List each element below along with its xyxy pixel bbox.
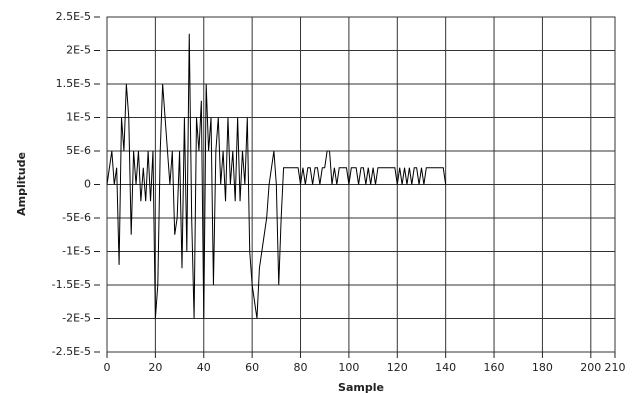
x-tick-label: 60	[245, 361, 259, 374]
x-tick-label: 120	[387, 361, 408, 374]
y-tick-label: 2E-5	[66, 44, 91, 57]
x-tick-label: 160	[484, 361, 505, 374]
y-tick-label: 0	[84, 178, 91, 191]
x-tick-label: 180	[532, 361, 553, 374]
y-tick-label: -5E-6	[62, 211, 91, 224]
x-tick-label: 20	[148, 361, 162, 374]
y-tick-label: -2E-5	[62, 312, 91, 325]
x-tick-label: 40	[197, 361, 211, 374]
x-tick-label: 140	[435, 361, 456, 374]
data-line	[106, 33, 447, 319]
y-tick-label: -1.5E-5	[52, 278, 91, 291]
x-tick-label: 210	[605, 361, 626, 374]
y-tick-label: 1.5E-5	[56, 77, 91, 90]
y-tick-label: -1E-5	[62, 245, 91, 258]
x-tick-label: 80	[294, 361, 308, 374]
y-tick-label: -2.5E-5	[52, 345, 91, 358]
x-axis-title: Sample	[338, 381, 384, 393]
x-tick-label: 0	[104, 361, 111, 374]
y-tick-label: 1E-5	[66, 111, 91, 124]
y-tick-label: 5E-6	[66, 144, 91, 157]
x-tick-label: 200	[580, 361, 601, 374]
y-tick-label: 2.5E-5	[56, 10, 91, 23]
x-tick-label: 100	[338, 361, 359, 374]
y-axis-title: Amplitude	[15, 152, 28, 216]
